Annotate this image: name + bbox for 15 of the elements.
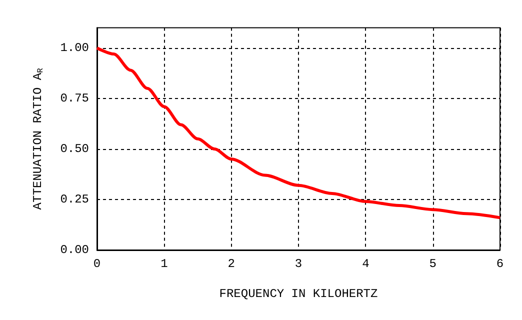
x-tick-label: 0 [93, 257, 101, 271]
y-tick-label: 0.50 [60, 142, 89, 156]
y-tick-label: 0.25 [60, 192, 89, 206]
y-tick-label: 1.00 [60, 41, 89, 55]
x-tick-label: 2 [228, 257, 235, 271]
x-tick-label: 6 [496, 257, 504, 271]
x-tick-label: 3 [294, 257, 302, 271]
y-axis-title: ATTENUATION RATIO AR [31, 68, 46, 210]
x-axis-title: FREQUENCY IN KILOHERTZ [219, 287, 378, 301]
y-tick-label: 0.75 [60, 92, 89, 106]
x-tick-label: 1 [160, 257, 168, 271]
x-tick-label: 5 [429, 257, 436, 271]
x-tick-label: 4 [362, 257, 370, 271]
line-series [96, 46, 502, 220]
y-tick-label: 0.00 [60, 243, 89, 257]
